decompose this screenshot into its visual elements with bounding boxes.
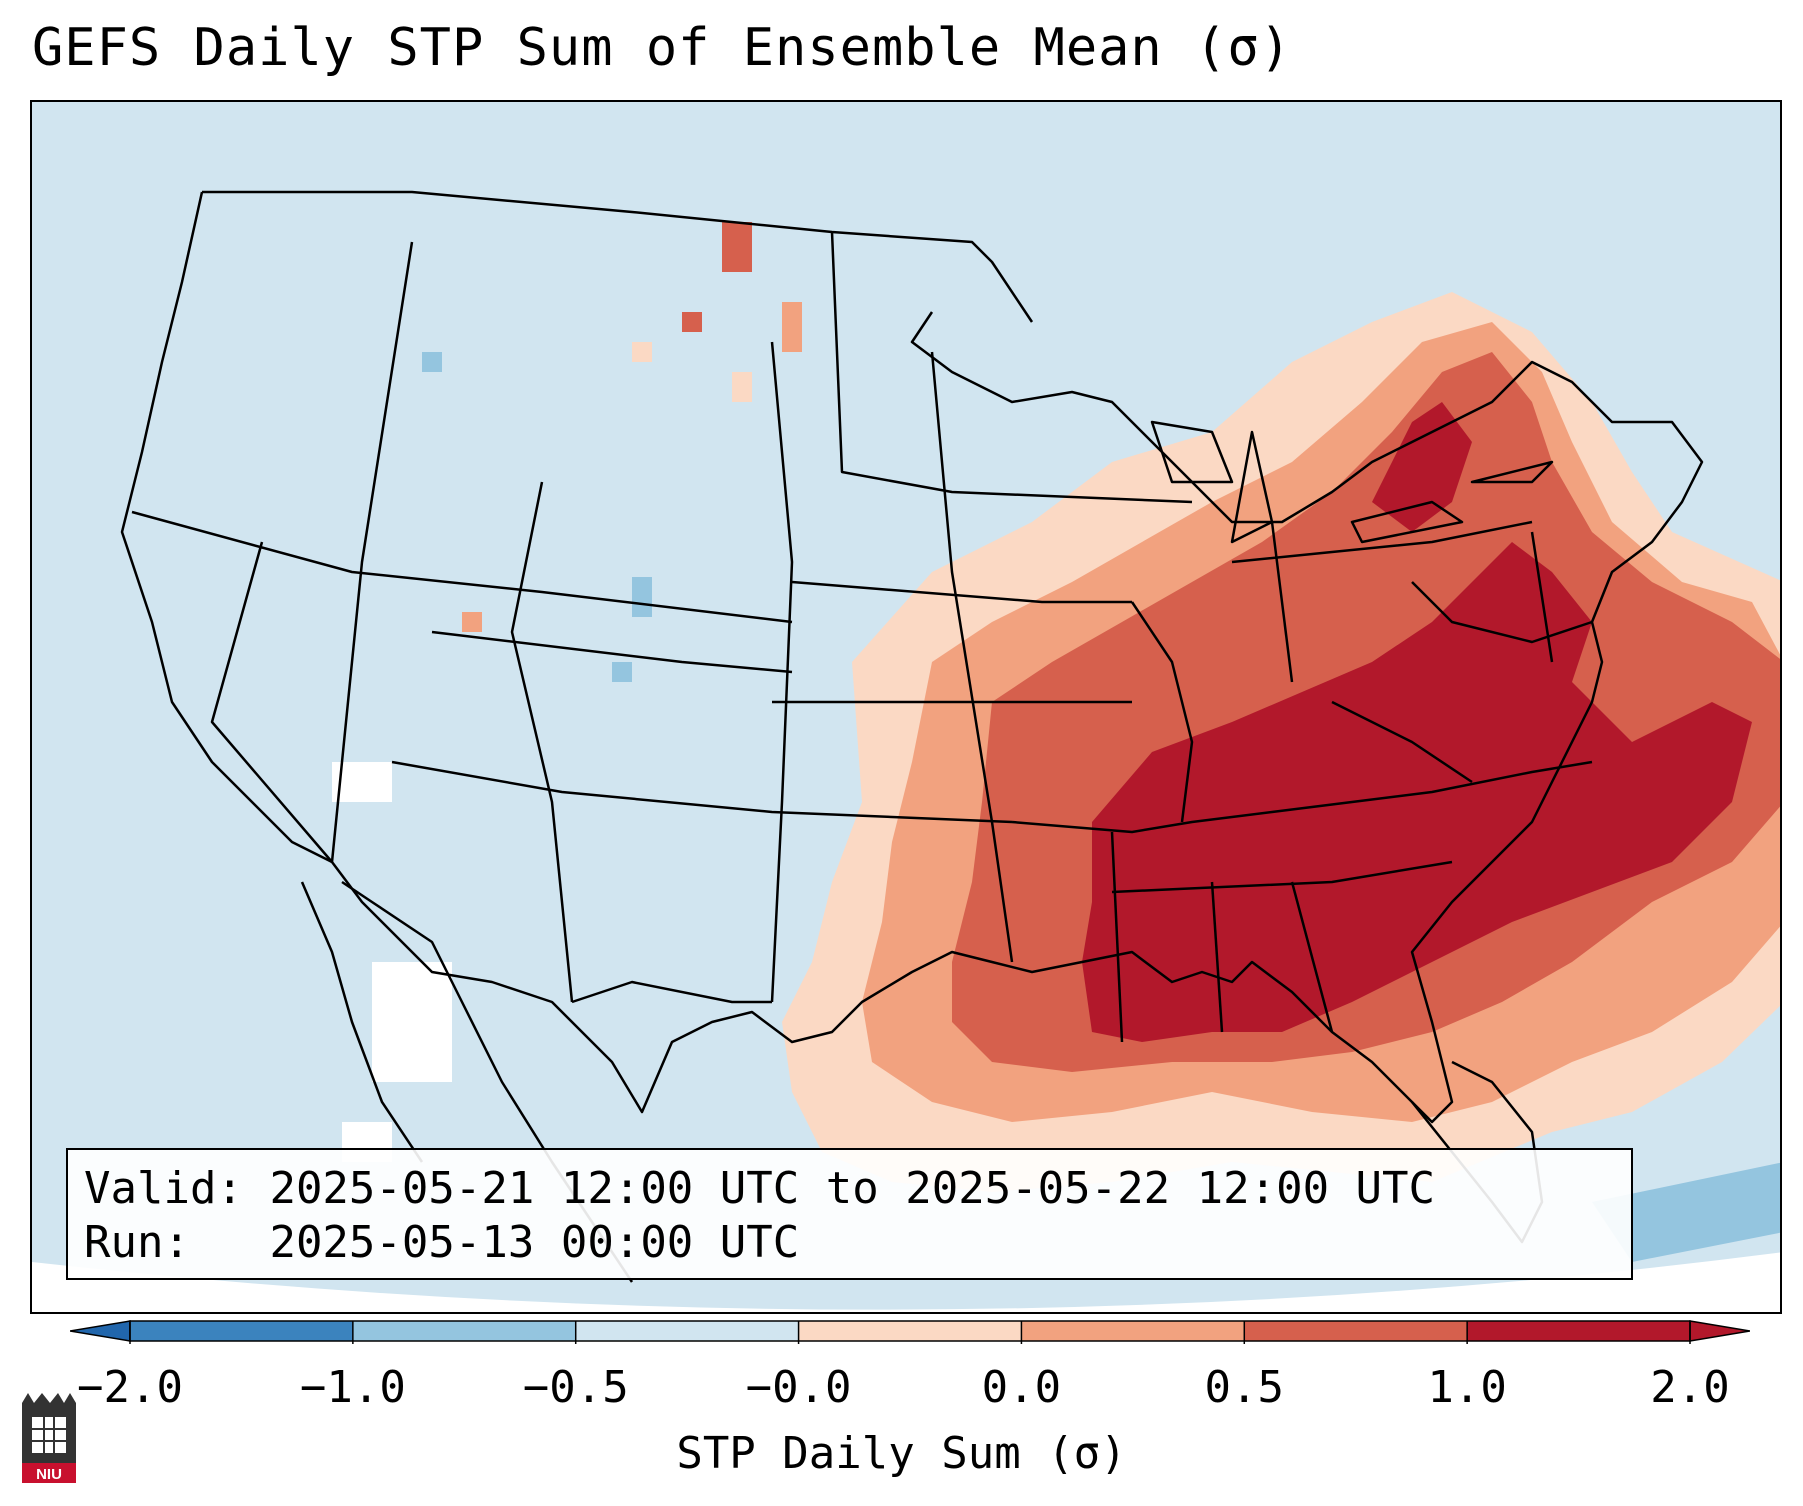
projection-edge xyxy=(32,1252,1780,1312)
chart-title: GEFS Daily STP Sum of Ensemble Mean (σ) xyxy=(32,18,1292,78)
us-outline xyxy=(120,191,1704,1124)
political-boundaries xyxy=(120,190,1704,1283)
valid-run-info-box: Valid: 2025-05-21 12:00 UTC to 2025-05-2… xyxy=(66,1148,1633,1280)
colorbar-tick-label: 2.0 xyxy=(1650,1362,1730,1413)
colorbar-segment xyxy=(1021,1321,1245,1341)
colorbar-extend-low xyxy=(70,1320,131,1342)
colorbar-tick-label: 1.0 xyxy=(1427,1362,1507,1413)
colorbar xyxy=(70,1320,1750,1344)
anomaly-core-north xyxy=(1372,402,1472,532)
anomaly-cells-west xyxy=(332,222,802,1162)
colorbar-segment xyxy=(798,1321,1022,1341)
negative-anomaly-caribbean xyxy=(1592,1162,1780,1262)
valid-label: Valid: xyxy=(84,1163,243,1214)
colorbar-tick-label: −0.5 xyxy=(522,1362,629,1413)
valid-time: 2025-05-21 12:00 UTC to 2025-05-22 12:00… xyxy=(269,1163,1436,1214)
logo-text: NIU xyxy=(36,1466,62,1483)
colorbar-segment xyxy=(352,1321,576,1341)
colorbar-label: STP Daily Sum (σ) xyxy=(676,1428,1127,1479)
anomaly-field xyxy=(782,292,1780,1192)
colorbar-tick-label: 0.0 xyxy=(981,1362,1062,1413)
stp-anomaly-map xyxy=(32,102,1780,1312)
run-time: 2025-05-13 00:00 UTC xyxy=(269,1217,800,1268)
anomaly-core-region xyxy=(1082,542,1752,1042)
colorbar-segment xyxy=(1244,1321,1468,1341)
colorbar-segment xyxy=(1467,1321,1690,1341)
map-panel xyxy=(30,100,1782,1314)
great-lakes xyxy=(1150,420,1554,544)
colorbar-tick-label: 0.5 xyxy=(1204,1362,1285,1413)
colorbar-tick-label: −2.0 xyxy=(77,1362,183,1413)
colorbar-segment xyxy=(130,1321,353,1341)
colorbar-segment xyxy=(575,1321,799,1341)
colorbar-segments xyxy=(70,1320,1750,1344)
niu-logo: NIU xyxy=(22,1393,76,1483)
colorbar-tick-label: −1.0 xyxy=(299,1362,406,1413)
run-label: Run: xyxy=(84,1217,190,1268)
colorbar-tick-label: −0.0 xyxy=(745,1362,852,1413)
colorbar-extend-high xyxy=(1689,1320,1750,1342)
mexico-border-baja xyxy=(300,881,424,1163)
